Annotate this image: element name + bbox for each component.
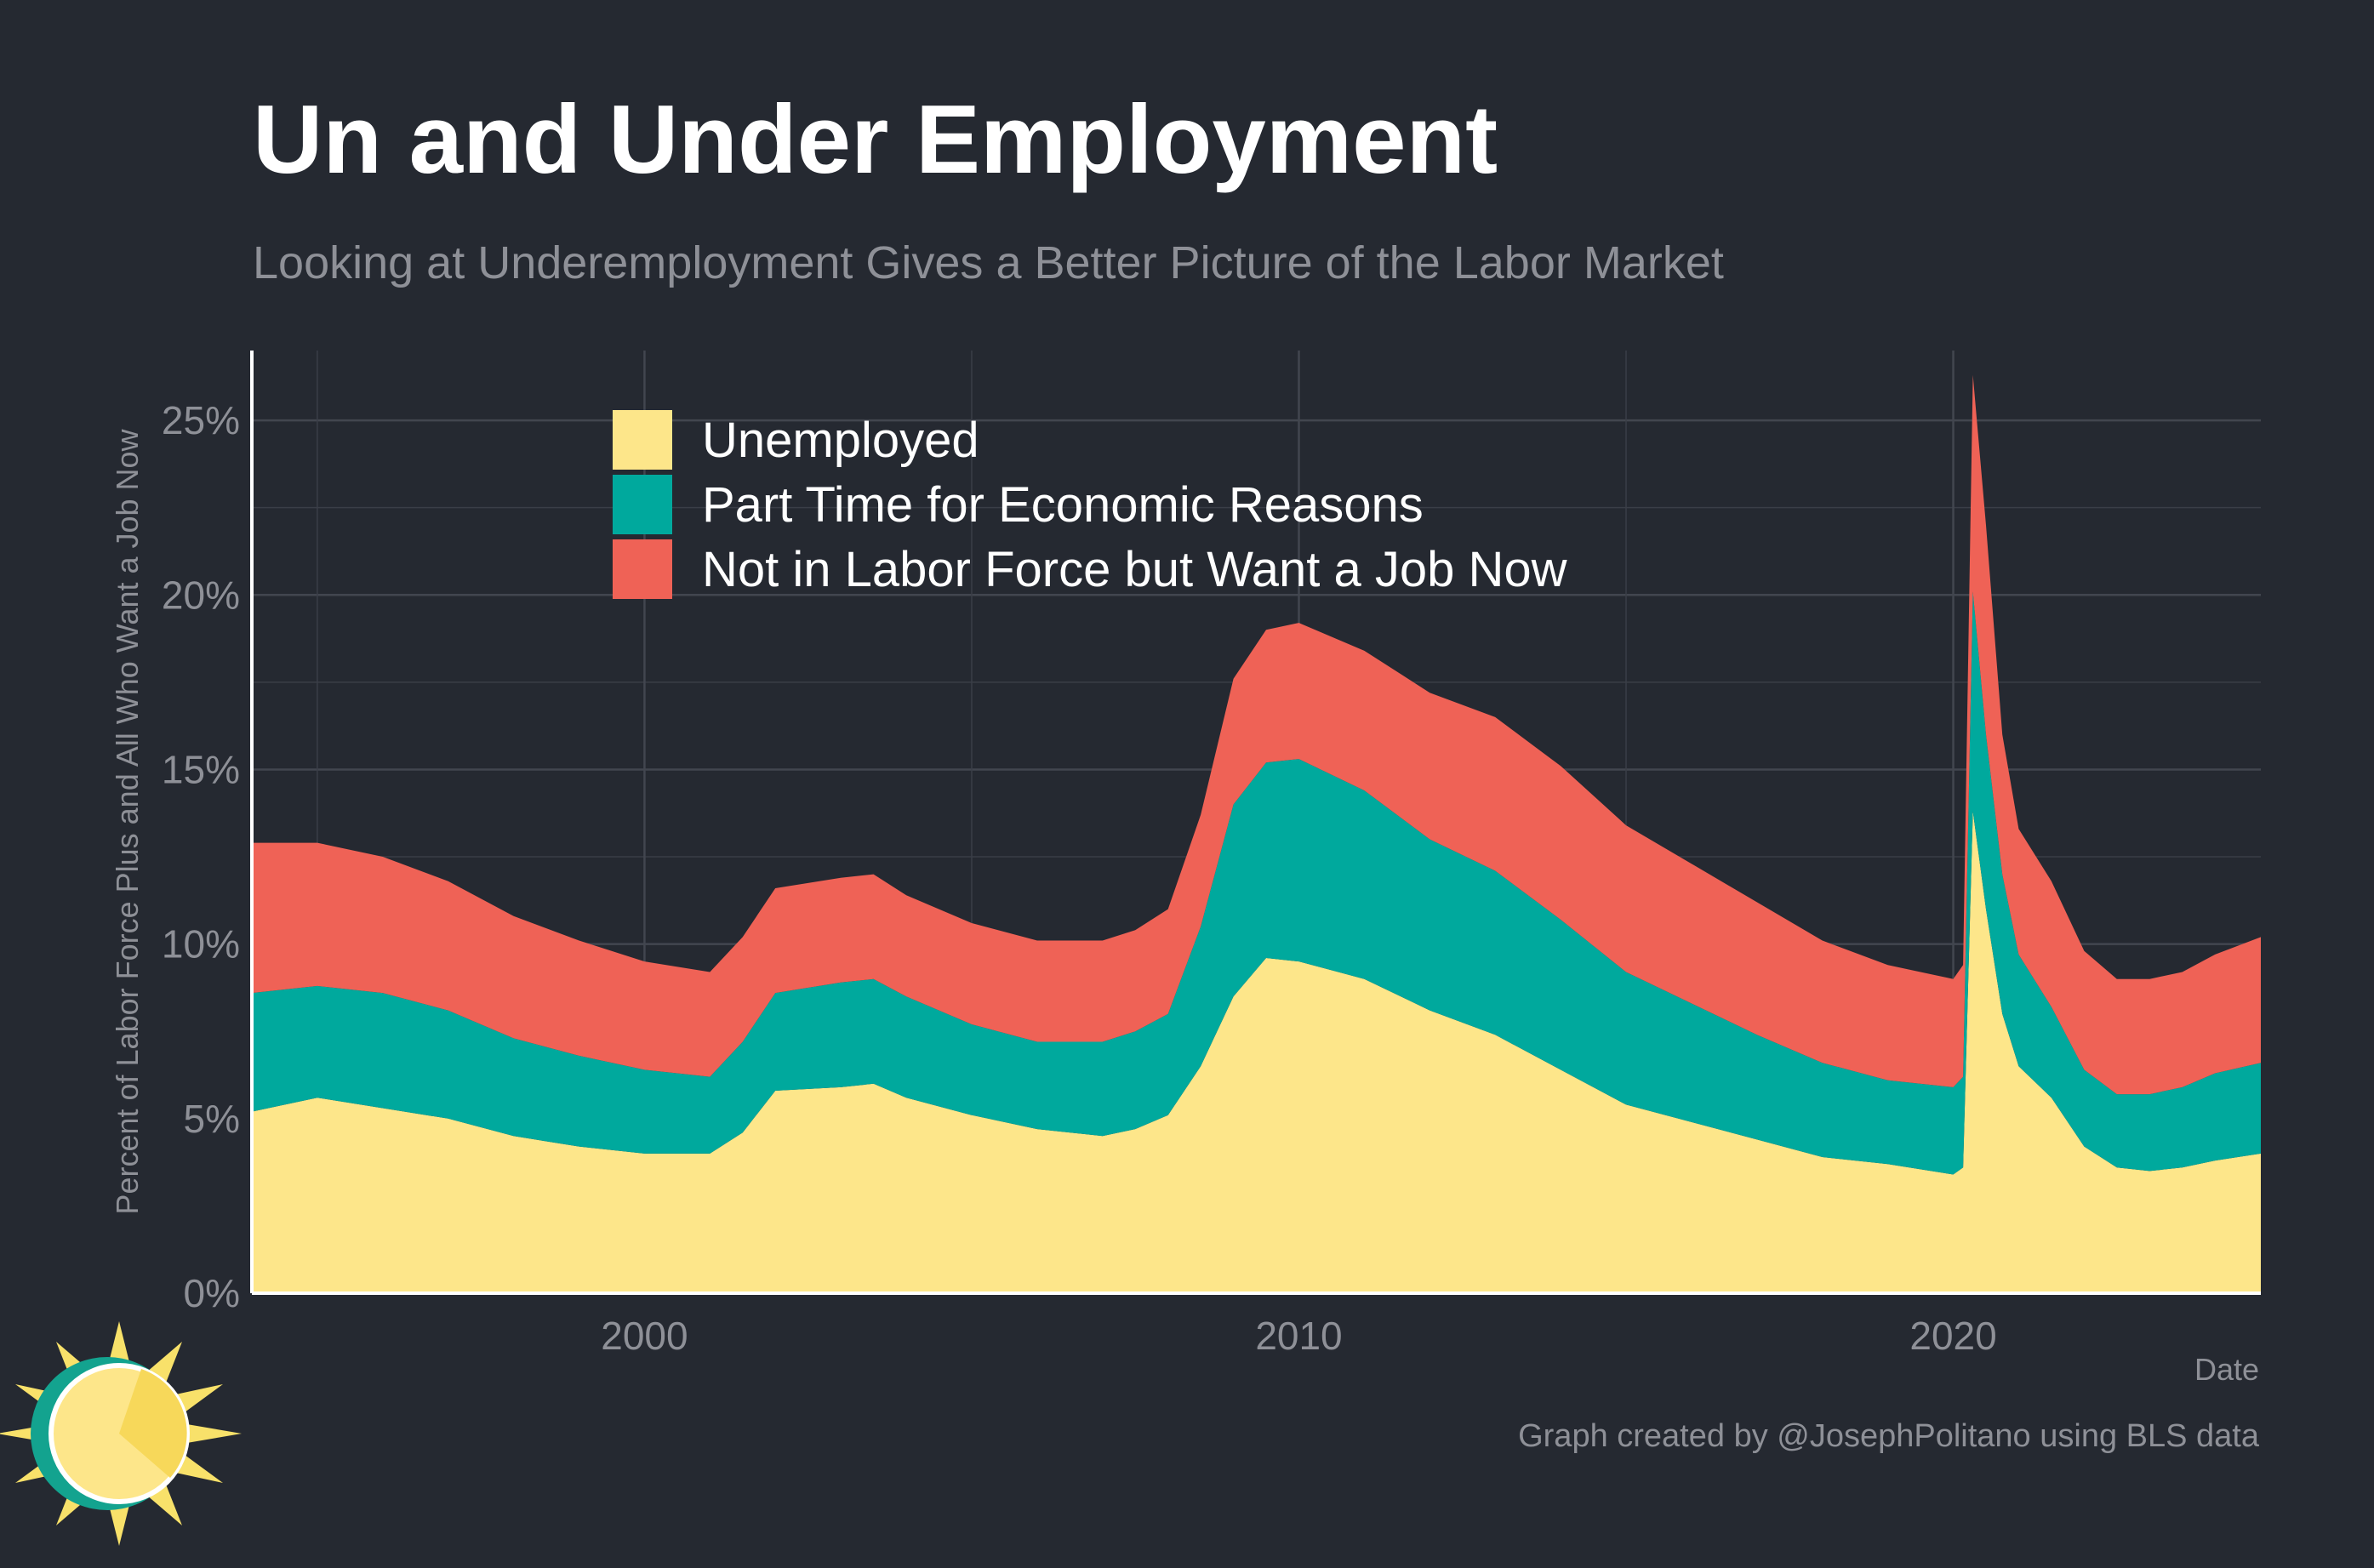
area-series-1 [252,811,2261,1293]
x-axis-title: Date [2194,1352,2259,1387]
x-tick-label: 2000 [601,1314,688,1358]
chart-title: Un and Under Employment [253,86,1498,194]
chart-subtitle: Looking at Underemployment Gives a Bette… [253,237,1724,288]
y-tick-label: 25% [162,398,240,442]
legend-swatch [613,410,672,470]
legend-label: Unemployed [702,413,979,468]
logo-clock-wedge [119,1369,187,1478]
area-series-3 [252,374,2261,1095]
legend-label: Not in Labor Force but Want a Job Now [702,542,1568,597]
stacked-areas [252,374,2261,1293]
legend-swatch [613,475,672,534]
y-tick-label: 0% [184,1271,240,1315]
axes [250,351,2261,1295]
source-caption: Graph created by @JosephPolitano using B… [1518,1418,2260,1454]
y-tick-label: 20% [162,573,240,617]
x-tick-label: 2020 [1909,1314,1996,1358]
y-axis-title: Percent of Labor Force Plus and All Who … [110,428,145,1214]
area-series-2 [252,591,2261,1175]
y-tick-label: 10% [162,922,240,966]
y-tick-label: 15% [162,747,240,791]
legend: Unemployed Part Time for Economic Reasons… [613,410,1568,599]
x-tick-label: 2010 [1255,1314,1342,1358]
tick-labels: 0% 5% 10% 15% 20% 25% 2000 2010 2020 [162,398,1997,1358]
sun-clock-logo [0,1321,242,1546]
legend-label: Part Time for Economic Reasons [702,477,1424,533]
y-tick-label: 5% [184,1097,240,1141]
legend-swatch [613,539,672,599]
